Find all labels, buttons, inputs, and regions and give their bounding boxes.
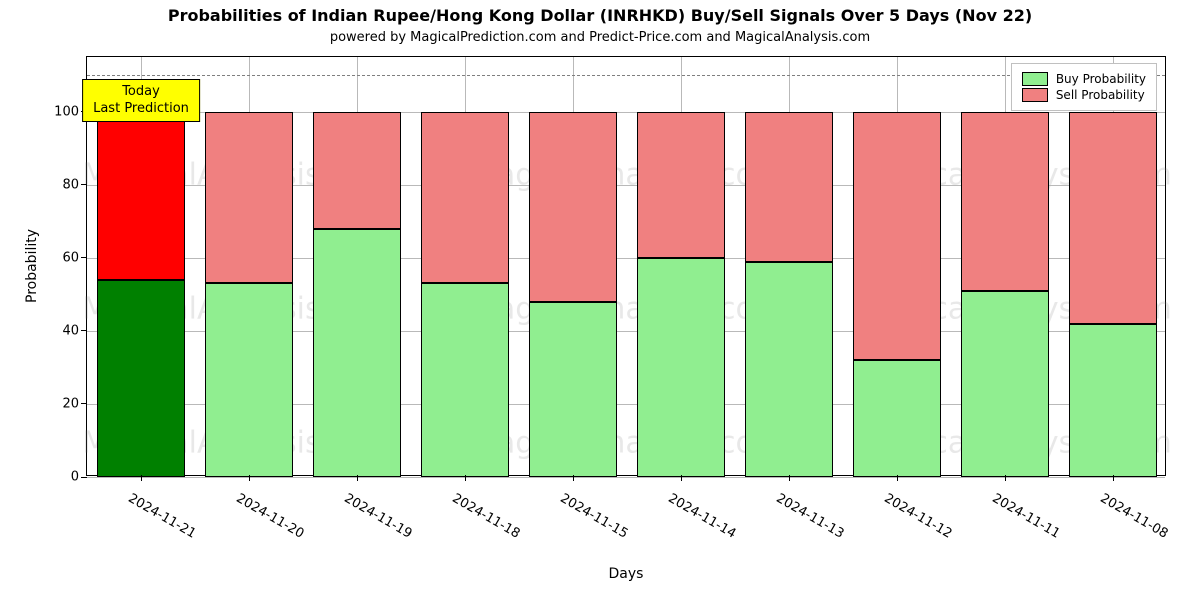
xtick-label: 2024-11-11 [990,491,1063,542]
buy-bar [1069,324,1158,477]
x-axis-label: Days [609,566,644,582]
watermark: MagicalAnalysis.com [471,426,783,461]
sell-bar [745,112,834,262]
sell-bar [1069,112,1158,324]
xtick-mark [789,475,790,481]
sell-bar [313,112,402,229]
buy-bar [853,360,942,477]
xtick-label: 2024-11-18 [450,491,523,542]
figure: Probabilities of Indian Rupee/Hong Kong … [0,0,1200,600]
legend-label: Buy Probability [1056,72,1146,86]
ytick-label: 60 [62,250,87,265]
plot-area: MagicalAnalysis.com MagicalAnalysis.com Ma… [86,56,1166,476]
ytick-label: 80 [62,177,87,192]
buy-bar [745,262,834,477]
today-annotation: TodayLast Prediction [82,79,200,122]
xtick-label: 2024-11-20 [234,491,307,542]
xtick-label: 2024-11-15 [558,491,631,542]
ytick-label: 0 [71,470,87,485]
annotation-line2: Last Prediction [93,101,189,117]
legend-swatch [1022,72,1048,86]
xtick-mark [1113,475,1114,481]
ytick-label: 20 [62,396,87,411]
buy-bar [529,302,618,477]
buy-bar [421,283,510,477]
buy-bar [205,283,294,477]
watermark: MagicalAnalysis.com [471,157,783,192]
xtick-mark [357,475,358,481]
xtick-mark [897,475,898,481]
sell-bar [961,112,1050,291]
y-axis-label: Probability [24,229,40,303]
xtick-label: 2024-11-19 [342,491,415,542]
xtick-mark [1005,475,1006,481]
legend: Buy Probability Sell Probability [1011,63,1157,111]
chart-subtitle: powered by MagicalPrediction.com and Pre… [0,30,1200,45]
xtick-label: 2024-11-13 [774,491,847,542]
reference-line [87,75,1165,76]
xtick-label: 2024-11-12 [882,491,955,542]
buy-bar [637,258,726,477]
sell-bar [637,112,726,258]
sell-bar [421,112,510,284]
ytick-label: 40 [62,323,87,338]
xtick-mark [573,475,574,481]
legend-item: Sell Probability [1022,88,1146,102]
buy-bar [313,229,402,477]
watermark: MagicalAnalysis.com [471,292,783,327]
buy-bar [97,280,186,477]
legend-item: Buy Probability [1022,72,1146,86]
sell-bar [205,112,294,284]
buy-bar [961,291,1050,477]
xtick-mark [249,475,250,481]
xtick-label: 2024-11-21 [126,491,199,542]
chart-title: Probabilities of Indian Rupee/Hong Kong … [0,6,1200,25]
sell-bar [853,112,942,360]
annotation-line1: Today [93,84,189,100]
xtick-mark [681,475,682,481]
xtick-label: 2024-11-08 [1098,491,1171,542]
legend-swatch [1022,88,1048,102]
legend-label: Sell Probability [1056,88,1145,102]
xtick-mark [465,475,466,481]
sell-bar [97,112,186,280]
xtick-label: 2024-11-14 [666,491,739,542]
xtick-mark [141,475,142,481]
sell-bar [529,112,618,302]
